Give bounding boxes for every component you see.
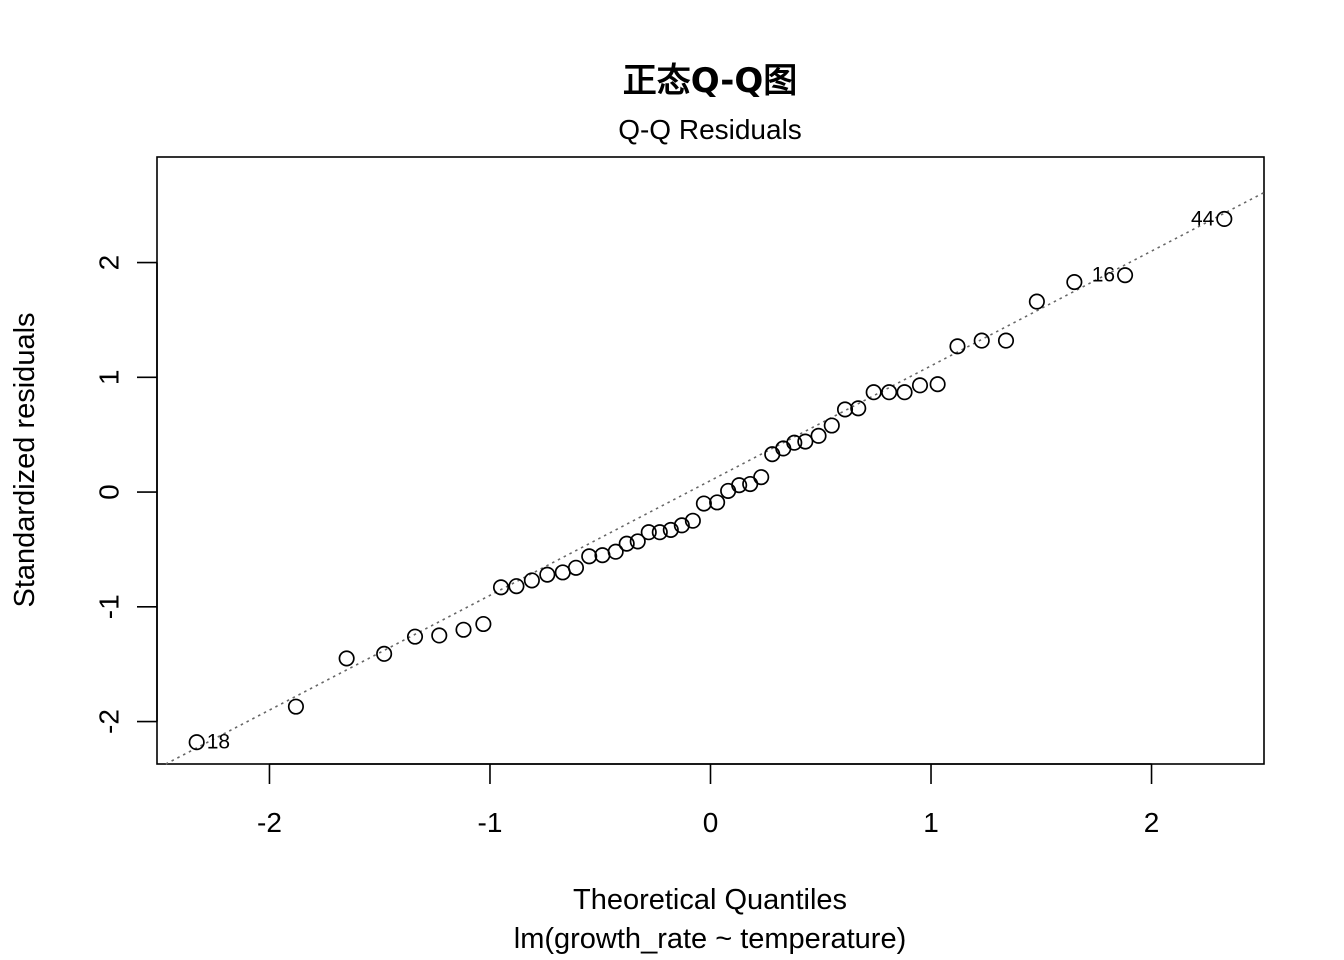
data-point bbox=[911, 377, 929, 394]
data-point bbox=[1066, 274, 1083, 291]
reference-line-layer bbox=[165, 191, 1265, 765]
point-label: 44 bbox=[1191, 207, 1215, 230]
x-tick-label: 1 bbox=[923, 807, 939, 838]
y-tick-label: -2 bbox=[94, 709, 125, 734]
y-tick-label: 1 bbox=[94, 370, 125, 386]
data-point bbox=[431, 627, 448, 644]
data-point bbox=[287, 698, 304, 715]
data-point bbox=[188, 734, 205, 751]
chart-subtitle: Q-Q Residuals bbox=[618, 114, 802, 145]
plot-frame bbox=[156, 156, 1265, 765]
data-point bbox=[720, 482, 737, 499]
data-point bbox=[742, 475, 759, 493]
y-axis: -2 -1 0 1 2 bbox=[94, 255, 158, 734]
data-point bbox=[581, 548, 598, 565]
data-point bbox=[850, 400, 867, 417]
data-point bbox=[508, 578, 525, 595]
data-point bbox=[753, 469, 770, 486]
data-point bbox=[973, 332, 990, 349]
x-tick-label: -2 bbox=[257, 807, 282, 838]
data-point bbox=[823, 417, 840, 434]
data-point bbox=[709, 494, 726, 511]
x-tick-label: 0 bbox=[703, 807, 719, 838]
data-point bbox=[640, 524, 657, 541]
data-point bbox=[1117, 267, 1134, 284]
data-point bbox=[797, 433, 814, 450]
data-point bbox=[865, 384, 882, 401]
data-point bbox=[684, 512, 701, 529]
data-point bbox=[1216, 210, 1233, 228]
y-tick-label: 0 bbox=[94, 484, 125, 500]
data-point bbox=[786, 434, 803, 451]
data-point bbox=[731, 477, 748, 494]
data-point bbox=[629, 533, 646, 550]
data-point bbox=[929, 376, 946, 393]
data-point bbox=[523, 572, 540, 589]
reference-line bbox=[165, 191, 1265, 765]
data-point bbox=[567, 559, 585, 576]
data-point bbox=[618, 535, 635, 552]
y-axis-label: Standardized residuals bbox=[9, 312, 41, 607]
y-tick-label: 2 bbox=[94, 255, 125, 271]
data-point bbox=[896, 384, 913, 401]
data-point bbox=[651, 524, 668, 541]
data-point bbox=[594, 547, 611, 564]
data-point bbox=[338, 650, 355, 667]
data-point bbox=[539, 566, 556, 583]
y-tick-label: -1 bbox=[94, 594, 125, 619]
data-point bbox=[607, 543, 624, 560]
x-axis-sublabel: lm(growth_rate ~ temperature) bbox=[514, 923, 906, 955]
data-point bbox=[997, 332, 1015, 349]
points-layer: 18 16 44 bbox=[188, 207, 1233, 754]
data-point bbox=[949, 338, 966, 355]
point-label: 16 bbox=[1092, 264, 1115, 287]
chart-title: 正态Q-Q图 bbox=[623, 61, 798, 101]
data-point bbox=[492, 579, 510, 596]
x-axis: -2 -1 0 1 2 bbox=[257, 763, 1160, 838]
data-point bbox=[475, 615, 492, 633]
data-point bbox=[554, 564, 571, 581]
x-axis-label: Theoretical Quantiles bbox=[573, 884, 847, 916]
data-point bbox=[881, 384, 898, 401]
data-point bbox=[406, 628, 424, 645]
x-tick-label: -1 bbox=[478, 807, 503, 838]
data-point bbox=[1028, 293, 1045, 310]
data-point bbox=[695, 495, 712, 512]
data-point bbox=[673, 517, 690, 534]
data-point bbox=[662, 521, 679, 538]
data-point bbox=[836, 401, 854, 418]
data-point bbox=[810, 427, 827, 444]
x-tick-label: 2 bbox=[1144, 807, 1160, 838]
point-label: 18 bbox=[207, 731, 230, 754]
data-point bbox=[376, 645, 393, 662]
data-point bbox=[455, 621, 472, 638]
